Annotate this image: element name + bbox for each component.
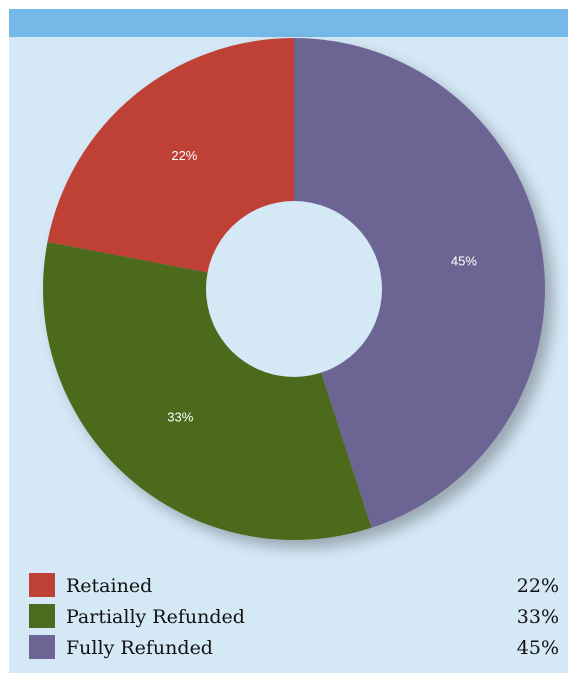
legend-label-fully-refunded: Fully Refunded [66,637,213,659]
legend-value-fully-refunded: 45% [516,637,559,659]
donut-hole [206,201,382,377]
chart-panel: 22% 33% 45% Retained 22% Partially Refunde… [9,9,568,673]
legend-swatch-partially-refunded [29,604,55,628]
legend-swatch-retained [29,573,55,597]
slice-label-partially-refunded: 33% [167,409,193,424]
donut-chart: 22% 33% 45% [42,38,546,541]
legend-value-retained: 22% [516,575,559,597]
legend-item-partially-refunded: Partially Refunded 33% [29,602,559,633]
legend-value-partially-refunded: 33% [516,606,559,628]
legend-label-partially-refunded: Partially Refunded [66,606,245,628]
legend: Retained 22% Partially Refunded 33% Full… [29,571,559,664]
legend-label-retained: Retained [66,575,153,597]
slice-label-fully-refunded: 45% [451,254,477,269]
legend-item-retained: Retained 22% [29,571,559,602]
header-bar [9,9,568,37]
slice-fully-refunded [294,38,546,528]
legend-item-fully-refunded: Fully Refunded 45% [29,633,559,664]
slice-label-retained: 22% [171,148,197,163]
legend-swatch-fully-refunded [29,635,55,659]
